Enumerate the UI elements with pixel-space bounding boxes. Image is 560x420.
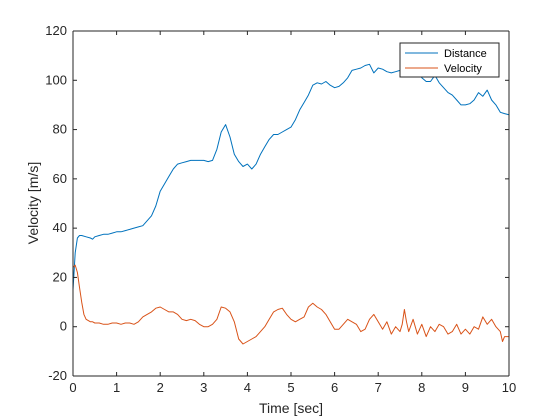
x-tick-label: 1: [113, 380, 120, 395]
x-tick-label: 3: [200, 380, 207, 395]
legend-label-velocity: Velocity: [444, 63, 482, 75]
x-tick-label: 8: [418, 380, 425, 395]
y-tick-label: 20: [53, 269, 67, 284]
x-tick-label: 6: [331, 380, 338, 395]
legend-label-distance: Distance: [444, 48, 487, 60]
x-axis-label: Time [sec]: [259, 400, 323, 416]
legend-box: [399, 42, 500, 78]
x-tick-label: 4: [244, 380, 251, 395]
x-tick-label: 7: [375, 380, 382, 395]
y-tick-label: -20: [48, 368, 67, 383]
x-tick-label: 5: [287, 380, 294, 395]
legend: Distance Velocity: [399, 42, 500, 78]
series-line-velocity: [72, 264, 509, 345]
x-ticks: 0 1 2 3 4 5 6 7 8 9 10: [69, 31, 516, 395]
x-tick-label: 10: [502, 380, 516, 395]
plot-area: [73, 31, 509, 376]
y-ticks: -20 0 20 40 60 80 100 120: [45, 23, 509, 383]
x-tick-label: 9: [462, 380, 469, 395]
y-tick-label: 120: [45, 23, 67, 38]
x-tick-label: 0: [69, 380, 76, 395]
y-tick-label: 40: [53, 220, 67, 235]
y-tick-label: 60: [53, 171, 67, 186]
y-tick-label: 0: [60, 319, 67, 334]
y-axis-label: Velocity [m/s]: [25, 162, 41, 244]
x-tick-label: 2: [157, 380, 164, 395]
y-tick-label: 100: [45, 72, 67, 87]
y-tick-label: 80: [53, 122, 67, 137]
